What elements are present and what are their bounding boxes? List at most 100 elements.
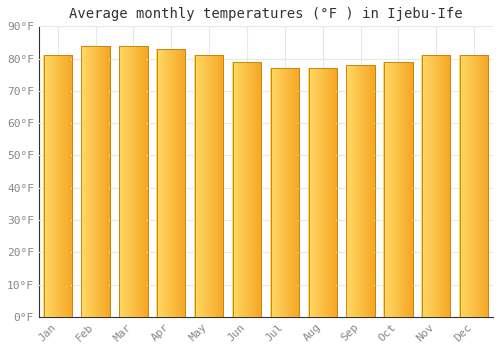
Bar — [106, 46, 108, 317]
Bar — [270, 68, 299, 317]
Bar — [422, 55, 423, 317]
Bar — [350, 65, 352, 317]
Bar — [273, 68, 274, 317]
Bar — [294, 68, 296, 317]
Bar — [195, 55, 224, 317]
Bar — [85, 46, 86, 317]
Bar — [389, 62, 390, 317]
Bar — [475, 55, 476, 317]
Bar — [335, 68, 336, 317]
Bar — [396, 62, 398, 317]
Bar — [108, 46, 109, 317]
Bar — [119, 46, 148, 317]
Bar — [395, 62, 396, 317]
Bar — [259, 62, 260, 317]
Bar — [216, 55, 217, 317]
Bar — [179, 49, 180, 317]
Bar — [249, 62, 250, 317]
Bar — [423, 55, 424, 317]
Bar — [244, 62, 245, 317]
Bar — [448, 55, 450, 317]
Bar — [127, 46, 128, 317]
Bar — [239, 62, 240, 317]
Bar — [252, 62, 254, 317]
Bar — [314, 68, 315, 317]
Bar — [182, 49, 184, 317]
Bar — [248, 62, 249, 317]
Bar — [92, 46, 94, 317]
Bar — [392, 62, 394, 317]
Bar — [136, 46, 137, 317]
Bar — [54, 55, 56, 317]
Bar — [444, 55, 446, 317]
Bar — [409, 62, 410, 317]
Bar — [258, 62, 259, 317]
Bar — [57, 55, 58, 317]
Bar — [347, 65, 348, 317]
Bar — [422, 55, 450, 317]
Bar — [82, 46, 110, 317]
Bar — [308, 68, 337, 317]
Bar — [144, 46, 146, 317]
Bar — [100, 46, 102, 317]
Bar — [44, 55, 72, 317]
Bar — [214, 55, 216, 317]
Bar — [60, 55, 62, 317]
Bar — [235, 62, 236, 317]
Bar — [400, 62, 402, 317]
Bar — [246, 62, 248, 317]
Bar — [432, 55, 434, 317]
Bar — [472, 55, 474, 317]
Bar — [44, 55, 46, 317]
Bar — [84, 46, 85, 317]
Bar — [320, 68, 322, 317]
Bar — [123, 46, 124, 317]
Bar — [159, 49, 160, 317]
Bar — [137, 46, 138, 317]
Bar — [366, 65, 367, 317]
Bar — [96, 46, 98, 317]
Bar — [276, 68, 277, 317]
Bar — [446, 55, 447, 317]
Bar — [178, 49, 179, 317]
Bar — [290, 68, 292, 317]
Bar — [486, 55, 488, 317]
Bar — [236, 62, 238, 317]
Bar — [442, 55, 444, 317]
Bar — [325, 68, 326, 317]
Bar — [469, 55, 470, 317]
Bar — [169, 49, 170, 317]
Bar — [315, 68, 316, 317]
Bar — [352, 65, 354, 317]
Bar — [484, 55, 485, 317]
Bar — [242, 62, 244, 317]
Bar — [141, 46, 142, 317]
Bar — [88, 46, 89, 317]
Bar — [157, 49, 186, 317]
Bar — [354, 65, 356, 317]
Bar — [368, 65, 370, 317]
Bar — [172, 49, 174, 317]
Bar — [200, 55, 202, 317]
Bar — [398, 62, 399, 317]
Bar — [384, 62, 385, 317]
Bar — [330, 68, 332, 317]
Bar — [119, 46, 148, 317]
Bar — [204, 55, 206, 317]
Bar — [217, 55, 218, 317]
Bar — [404, 62, 405, 317]
Bar — [180, 49, 182, 317]
Bar — [277, 68, 278, 317]
Bar — [174, 49, 175, 317]
Bar — [270, 68, 272, 317]
Bar — [346, 65, 347, 317]
Bar — [197, 55, 198, 317]
Bar — [436, 55, 437, 317]
Bar — [240, 62, 242, 317]
Bar — [278, 68, 280, 317]
Bar — [233, 62, 261, 317]
Bar — [210, 55, 212, 317]
Bar — [220, 55, 221, 317]
Bar — [86, 46, 88, 317]
Bar — [464, 55, 465, 317]
